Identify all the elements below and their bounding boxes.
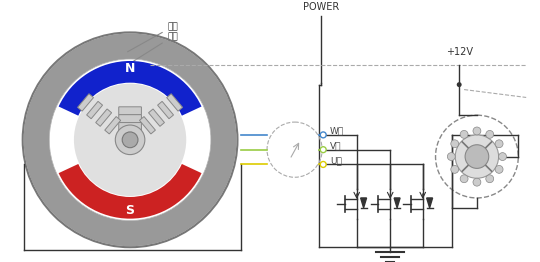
Polygon shape [105, 117, 120, 134]
Text: 定子: 定子 [127, 22, 178, 52]
Text: V相: V相 [330, 141, 342, 150]
Circle shape [460, 175, 468, 183]
Circle shape [320, 147, 326, 153]
Polygon shape [139, 117, 156, 134]
Text: S: S [126, 204, 134, 217]
FancyBboxPatch shape [119, 123, 141, 130]
Circle shape [495, 140, 503, 148]
Circle shape [495, 165, 503, 173]
Circle shape [457, 82, 462, 87]
Polygon shape [96, 109, 112, 126]
Polygon shape [361, 198, 367, 208]
Circle shape [455, 135, 498, 178]
FancyBboxPatch shape [119, 115, 141, 123]
Text: N: N [125, 62, 135, 75]
Polygon shape [148, 109, 165, 126]
Circle shape [122, 132, 138, 148]
FancyBboxPatch shape [119, 138, 141, 146]
Circle shape [451, 140, 458, 148]
FancyBboxPatch shape [119, 130, 141, 138]
Circle shape [486, 175, 494, 183]
FancyBboxPatch shape [119, 107, 141, 115]
Text: U相: U相 [330, 156, 342, 165]
Polygon shape [427, 198, 433, 208]
Polygon shape [167, 94, 183, 111]
Polygon shape [394, 198, 400, 208]
Circle shape [320, 161, 326, 167]
Text: W相: W相 [330, 127, 345, 135]
Circle shape [447, 153, 455, 161]
Circle shape [74, 84, 186, 196]
Circle shape [116, 125, 145, 155]
Text: 转子: 转子 [113, 32, 178, 74]
Text: +12V: +12V [446, 47, 472, 57]
Wedge shape [59, 164, 201, 219]
Circle shape [498, 153, 507, 161]
Circle shape [473, 127, 481, 135]
Polygon shape [158, 101, 173, 119]
Circle shape [473, 178, 481, 186]
Polygon shape [78, 94, 93, 111]
Circle shape [49, 59, 211, 221]
Polygon shape [86, 101, 103, 119]
Circle shape [486, 130, 494, 138]
Circle shape [465, 145, 489, 168]
Wedge shape [59, 61, 201, 116]
Text: POWER: POWER [303, 2, 339, 12]
Circle shape [451, 165, 458, 173]
Circle shape [320, 132, 326, 138]
Circle shape [460, 130, 468, 138]
